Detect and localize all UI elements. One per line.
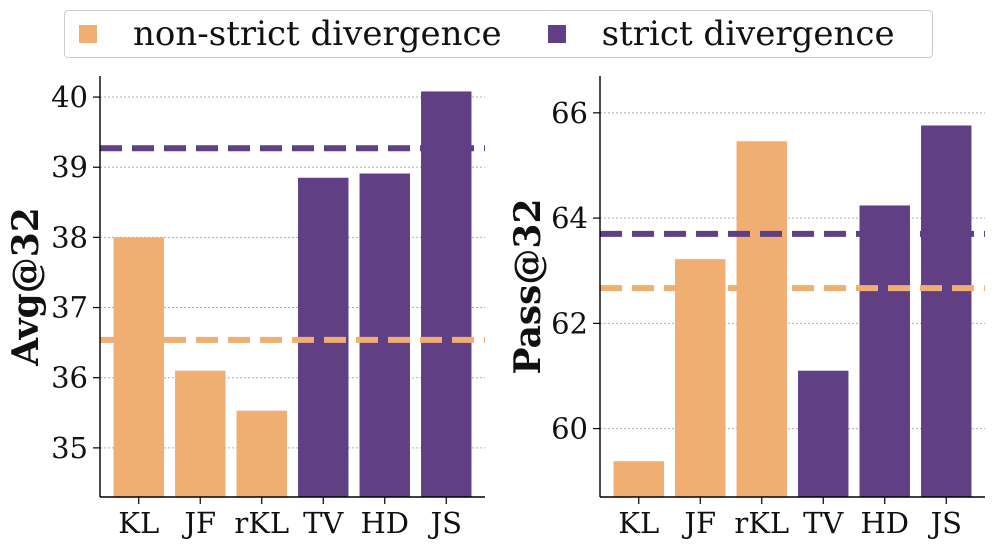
bar-KL	[113, 237, 164, 497]
x-tick-label-TV: TV	[803, 506, 844, 540]
bar-JF	[675, 259, 726, 497]
y-tick-label: 40	[51, 80, 88, 114]
bar-JS	[421, 91, 472, 497]
x-tick-label-JF: JF	[181, 506, 216, 540]
bar-JS	[921, 125, 972, 497]
x-tick-label-JF: JF	[681, 506, 716, 540]
y-axis-label: Pass@32	[507, 198, 549, 374]
x-tick-label-HD: HD	[860, 506, 909, 540]
x-tick-label-rKL: rKL	[734, 506, 789, 540]
legend-item-strict: strict divergence	[547, 14, 895, 54]
legend-swatch-strict	[547, 25, 566, 43]
y-tick-label: 36	[51, 361, 88, 395]
y-tick-label: 60	[551, 412, 588, 446]
y-tick-label: 37	[51, 291, 88, 325]
y-tick-label: 39	[51, 150, 88, 184]
y-tick-label: 66	[551, 96, 588, 130]
x-tick-label-JS: JS	[928, 506, 963, 540]
x-tick-label-HD: HD	[360, 506, 409, 540]
bar-TV	[798, 370, 849, 497]
y-tick-label: 62	[551, 306, 588, 340]
chart-panel-2: 60 62 64 66 KL JF rKL TV HD JS Pass@32	[507, 76, 985, 540]
x-tick-label-TV: TV	[303, 506, 344, 540]
bar-rKL	[236, 410, 287, 497]
y-axis-label: Avg@32	[5, 207, 47, 367]
bar-HD	[859, 205, 910, 497]
legend-label-non-strict: non-strict divergence	[133, 14, 502, 54]
legend-item-non-strict: non-strict divergence	[79, 14, 502, 54]
legend-swatch-non-strict	[79, 25, 97, 43]
x-tick-label-JS: JS	[428, 506, 463, 540]
bar-KL	[613, 461, 664, 497]
y-tick-label: 64	[551, 201, 588, 235]
bar-JF	[175, 370, 226, 497]
y-tick-label: 35	[51, 431, 88, 465]
bar-rKL	[736, 141, 787, 497]
x-tick-label-KL: KL	[618, 506, 659, 540]
bar-HD	[359, 173, 410, 497]
x-tick-label-KL: KL	[118, 506, 159, 540]
x-tick-label-rKL: rKL	[234, 506, 289, 540]
y-tick-label: 38	[51, 220, 88, 254]
chart-panel-1: 35 36 37 38 39 40 KL JF rKL TV HD JS Avg@32	[5, 76, 485, 540]
legend: non-strict divergence strict divergence	[64, 10, 933, 58]
legend-label-strict: strict divergence	[601, 14, 895, 54]
